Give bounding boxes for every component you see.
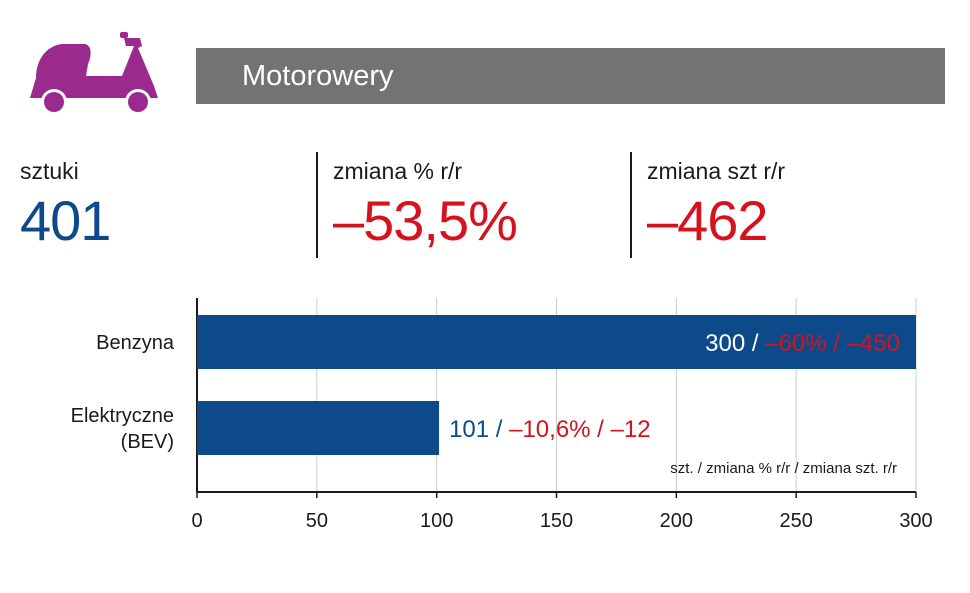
stat-pct-change: zmiana % r/r –53,5%	[333, 152, 518, 252]
stat-divider	[630, 152, 632, 258]
x-tick-label: 200	[660, 510, 693, 532]
data-label: 101 / –10,6% / –12	[449, 416, 651, 443]
category-label: Elektryczne (BEV)	[71, 405, 174, 453]
stat-unit-change-value: –462	[647, 189, 769, 252]
stat-units-label: sztuki	[20, 158, 79, 184]
stat-units: sztuki 401	[20, 152, 111, 252]
x-tick-label: 300	[899, 510, 932, 532]
section-title: Motorowery	[196, 48, 945, 104]
stat-pct-change-label: zmiana % r/r	[333, 158, 463, 184]
x-tick-label: 50	[306, 510, 328, 532]
chart-note: szt. / zmiana % r/r / zmiana szt. r/r	[670, 460, 897, 477]
stat-divider	[316, 152, 318, 258]
data-label: 300 / –60% / –450	[705, 330, 900, 357]
x-tick-label: 250	[779, 510, 812, 532]
x-tick-label: 100	[420, 510, 453, 532]
stat-unit-change: zmiana szt r/r –462	[647, 152, 785, 251]
category-label: Benzyna	[96, 332, 175, 354]
bar	[197, 315, 916, 369]
bar	[197, 401, 440, 455]
stat-pct-change-value: –53,5%	[333, 189, 518, 252]
stat-unit-change-label: zmiana szt r/r	[647, 158, 786, 184]
x-tick-label: 0	[191, 510, 202, 532]
stat-units-value: 401	[20, 189, 111, 252]
scooter-icon	[30, 32, 158, 115]
x-tick-label: 150	[540, 510, 573, 532]
